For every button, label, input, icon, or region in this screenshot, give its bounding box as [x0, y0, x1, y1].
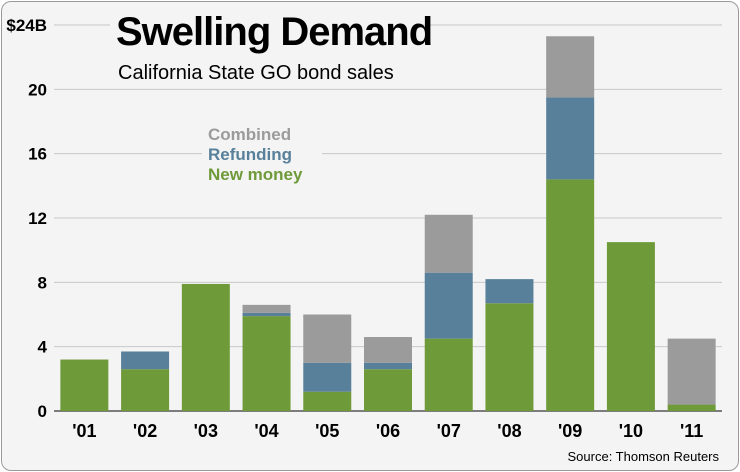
bar-segment-new-money [606, 242, 655, 411]
x-tick-label: '11 [680, 421, 703, 441]
bar-segment-new-money [424, 338, 473, 411]
bars [60, 36, 716, 411]
bar-segment-refunding [121, 351, 170, 370]
legend-entry: Combined [208, 125, 291, 144]
bar-segment-combined [364, 337, 412, 363]
bar-segment-combined [303, 314, 352, 363]
bar-segment-combined [546, 36, 595, 98]
y-tick-label: 0 [38, 402, 47, 421]
bar-segment-new-money [121, 369, 170, 411]
bar-segment-new-money [485, 303, 534, 411]
y-tick-label: $24B [6, 16, 47, 35]
y-tick-label: 16 [28, 145, 47, 164]
bar-segment-new-money [60, 359, 109, 411]
title-backdrop [110, 6, 422, 50]
legend-backdrop [202, 120, 322, 186]
x-tick-label: '02 [133, 421, 157, 441]
bar-segment-new-money [667, 404, 716, 411]
y-tick-label: 8 [38, 273, 47, 292]
bar-segment-new-money [181, 283, 230, 411]
y-tick-label: 12 [28, 209, 47, 228]
legend-entry: New money [208, 165, 303, 184]
x-tick-label: '06 [376, 421, 400, 441]
x-tick-label: '04 [254, 421, 278, 441]
bar-segment-new-money [303, 391, 352, 411]
x-tick-label: '10 [619, 421, 643, 441]
x-axis-tick-labels: '01 '02 '03 '04 '05 '06 '07 '08 '09 '10 '11 [72, 421, 703, 441]
bar-segment-new-money [242, 316, 291, 411]
x-tick-label: '07 [437, 421, 461, 441]
bar-segment-refunding [242, 312, 291, 317]
bar-segment-refunding [303, 362, 352, 392]
bar-segment-combined [242, 304, 291, 313]
y-axis-tick-labels: 0 4 8 12 16 20 $24B [6, 16, 47, 421]
bar-segment-refunding [364, 362, 412, 370]
x-tick-label: '01 [72, 421, 96, 441]
bar-segment-new-money [364, 369, 412, 411]
bar-segment-refunding [546, 97, 595, 180]
bar-segment-new-money [546, 179, 595, 411]
x-tick-label: '03 [194, 421, 218, 441]
bar-segment-refunding [485, 279, 534, 304]
y-tick-label: 4 [38, 338, 48, 357]
bar-segment-combined [424, 214, 473, 273]
bar-segment-refunding [424, 272, 473, 339]
x-tick-label: '08 [497, 421, 521, 441]
bar-segment-combined [667, 338, 716, 405]
y-tick-label: 20 [28, 80, 47, 99]
chart-source: Source: Thomson Reuters [568, 449, 720, 464]
chart-subtitle: California State GO bond sales [118, 62, 394, 84]
legend-entry: Refunding [208, 145, 292, 164]
x-tick-label: '05 [315, 421, 339, 441]
chart-title: Swelling Demand [116, 10, 432, 54]
subtitle-backdrop [110, 56, 422, 84]
x-tick-label: '09 [558, 421, 582, 441]
